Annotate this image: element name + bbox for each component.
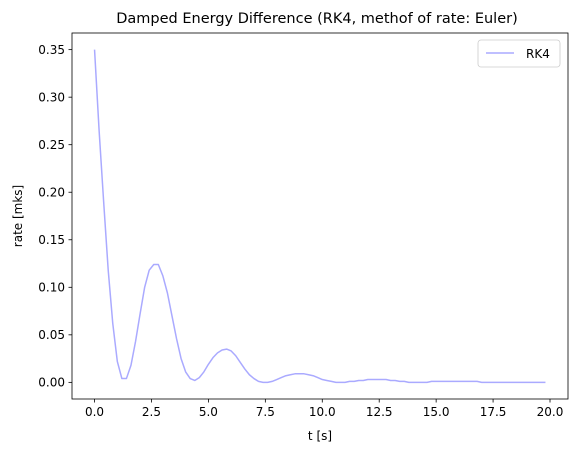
x-tick-label: 12.5 [366,405,393,419]
y-tick-label: 0.25 [38,138,65,152]
y-tick-label: 0.20 [38,185,65,199]
series-line-rk4 [95,50,546,383]
x-tick-label: 7.5 [256,405,275,419]
x-axis-label: t [s] [308,429,332,443]
legend: RK4 [478,40,560,67]
series-lines [95,50,546,383]
y-tick-label: 0.05 [38,328,65,342]
y-tick-label: 0.10 [38,280,65,294]
x-axis-ticks: 0.0 2.5 5.0 7.5 10.0 12.5 15.0 17.5 20.0 [85,399,563,419]
legend-label-rk4: RK4 [526,47,550,61]
y-tick-label: 0.15 [38,233,65,247]
chart-title: Damped Energy Difference (RK4, methof of… [116,11,518,27]
y-axis-ticks: 0.00 0.05 0.10 0.15 0.20 0.25 0.30 0.35 [38,43,72,390]
y-axis-label: rate [mks] [11,185,25,247]
x-tick-label: 2.5 [142,405,161,419]
plot-frame [72,33,568,399]
x-tick-label: 0.0 [85,405,104,419]
plot-area: 0.02.55.07.510.012.515.017.520.0 0.000.0… [38,33,568,419]
y-tick-label: 0.00 [38,376,65,390]
x-tick-label: 17.5 [480,405,507,419]
y-tick-label: 0.30 [38,90,65,104]
x-tick-label: 5.0 [199,405,218,419]
x-tick-label: 15.0 [423,405,450,419]
x-tick-label: 20.0 [537,405,564,419]
x-tick-label: 10.0 [309,405,336,419]
y-tick-label: 0.35 [38,43,65,57]
